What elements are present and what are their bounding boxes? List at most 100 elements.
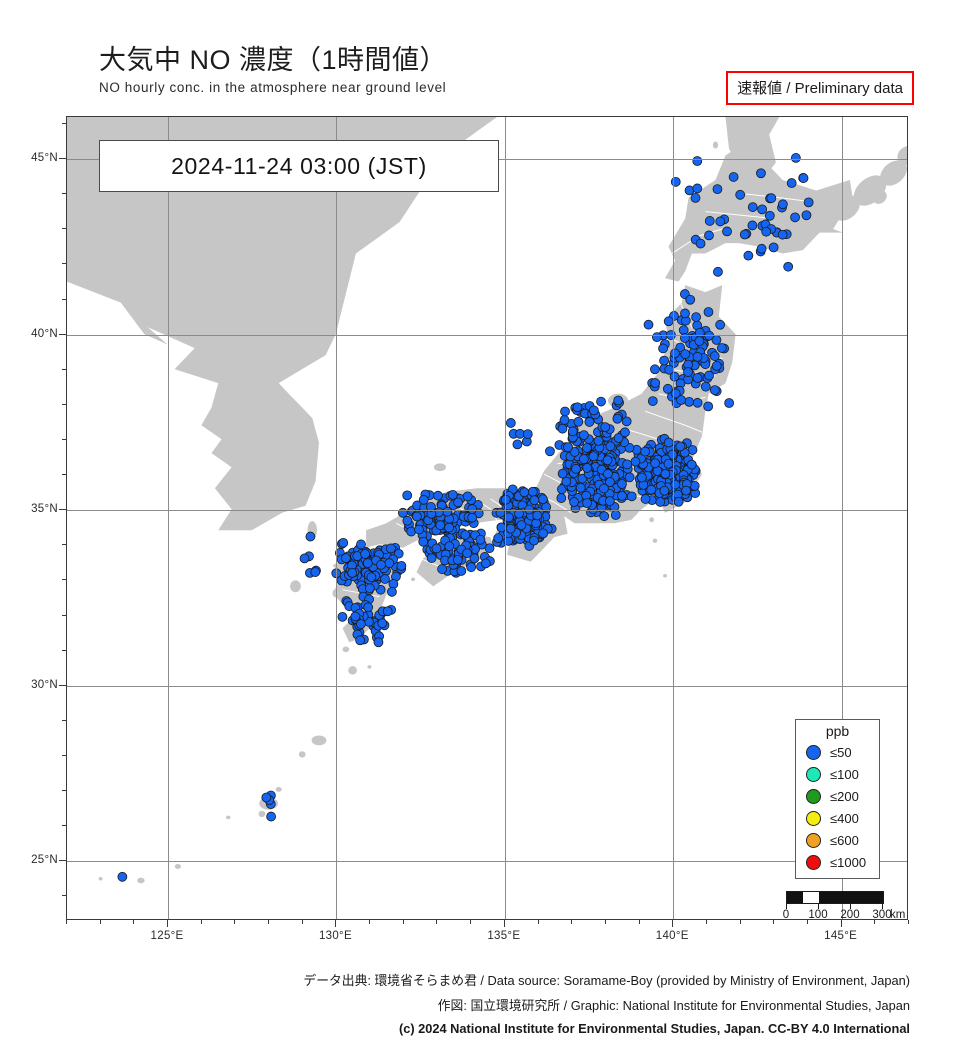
station-marker[interactable] (338, 537, 349, 548)
station-marker[interactable] (622, 459, 633, 470)
legend-row[interactable]: ≤1000 (796, 851, 879, 873)
station-marker[interactable] (588, 451, 599, 462)
station-marker[interactable] (803, 197, 814, 208)
station-marker[interactable] (363, 602, 374, 613)
station-marker[interactable] (673, 496, 684, 507)
station-marker[interactable] (556, 493, 567, 503)
station-marker[interactable] (355, 635, 365, 646)
station-marker[interactable] (452, 555, 463, 565)
station-marker[interactable] (519, 487, 530, 498)
station-marker[interactable] (786, 178, 797, 188)
station-marker[interactable] (584, 417, 595, 427)
station-marker[interactable] (261, 792, 272, 803)
station-marker[interactable] (561, 476, 572, 487)
station-marker[interactable] (433, 490, 443, 501)
station-marker[interactable] (612, 413, 623, 424)
station-marker[interactable] (411, 511, 422, 522)
legend-row[interactable]: ≤50 (796, 741, 879, 763)
station-marker[interactable] (527, 486, 538, 497)
station-marker[interactable] (777, 229, 788, 240)
station-marker[interactable] (692, 351, 703, 362)
station-marker[interactable] (396, 560, 407, 571)
station-marker[interactable] (380, 574, 390, 584)
station-marker[interactable] (711, 360, 722, 371)
station-marker[interactable] (567, 426, 578, 437)
station-marker[interactable] (442, 506, 453, 517)
station-marker[interactable] (643, 319, 654, 330)
station-marker[interactable] (605, 441, 616, 452)
station-marker[interactable] (636, 472, 647, 483)
station-marker[interactable] (747, 220, 758, 231)
station-marker[interactable] (387, 586, 397, 597)
station-marker[interactable] (362, 558, 373, 569)
station-marker[interactable] (757, 204, 768, 215)
station-marker[interactable] (447, 489, 458, 500)
station-marker[interactable] (681, 485, 692, 496)
station-marker[interactable] (505, 418, 516, 428)
station-marker[interactable] (444, 522, 454, 533)
station-marker[interactable] (537, 494, 548, 505)
station-marker[interactable] (467, 512, 478, 523)
station-marker[interactable] (431, 543, 442, 554)
station-marker[interactable] (538, 528, 549, 539)
station-marker[interactable] (790, 212, 800, 223)
station-marker[interactable] (700, 381, 711, 392)
station-marker[interactable] (545, 446, 555, 457)
station-marker[interactable] (676, 395, 687, 405)
station-marker[interactable] (356, 539, 366, 550)
station-marker[interactable] (466, 562, 477, 573)
station-marker[interactable] (460, 530, 471, 540)
station-marker[interactable] (503, 512, 514, 523)
station-marker[interactable] (377, 618, 388, 629)
station-marker[interactable] (347, 567, 358, 578)
station-marker[interactable] (373, 637, 384, 648)
station-marker[interactable] (647, 396, 658, 406)
map-plot-area[interactable] (66, 116, 908, 920)
station-marker[interactable] (756, 243, 767, 254)
station-marker[interactable] (692, 373, 703, 383)
station-marker[interactable] (801, 210, 812, 221)
station-marker[interactable] (437, 564, 447, 574)
station-marker[interactable] (605, 477, 615, 487)
station-marker[interactable] (662, 383, 673, 394)
station-marker[interactable] (704, 230, 714, 241)
legend-row[interactable]: ≤200 (796, 785, 879, 807)
station-marker[interactable] (663, 458, 674, 469)
station-marker[interactable] (692, 183, 703, 194)
station-marker[interactable] (692, 156, 703, 166)
station-marker[interactable] (604, 496, 615, 507)
station-marker[interactable] (117, 871, 128, 882)
station-marker[interactable] (640, 446, 651, 457)
station-marker[interactable] (704, 216, 715, 226)
station-marker[interactable] (426, 553, 437, 563)
station-marker[interactable] (692, 397, 703, 408)
station-marker[interactable] (768, 242, 779, 253)
station-marker[interactable] (505, 523, 516, 534)
station-marker[interactable] (524, 504, 535, 515)
station-marker[interactable] (573, 416, 584, 427)
station-marker[interactable] (680, 308, 690, 319)
station-marker[interactable] (462, 491, 473, 502)
station-marker[interactable] (456, 566, 467, 576)
legend-row[interactable]: ≤400 (796, 807, 879, 829)
station-marker[interactable] (703, 307, 714, 317)
station-marker[interactable] (356, 619, 366, 630)
station-marker[interactable] (683, 367, 693, 377)
station-marker[interactable] (659, 355, 669, 366)
station-marker[interactable] (559, 415, 570, 425)
station-marker[interactable] (599, 483, 609, 494)
station-marker[interactable] (617, 490, 627, 501)
station-marker[interactable] (712, 184, 723, 195)
station-marker[interactable] (382, 606, 393, 617)
station-marker[interactable] (613, 395, 624, 406)
station-marker[interactable] (709, 385, 720, 396)
station-marker[interactable] (572, 402, 583, 413)
station-marker[interactable] (766, 193, 777, 204)
station-marker[interactable] (588, 405, 599, 416)
station-marker[interactable] (695, 238, 706, 249)
station-marker[interactable] (599, 511, 610, 522)
station-marker[interactable] (646, 484, 657, 495)
station-marker[interactable] (388, 579, 399, 589)
station-marker[interactable] (603, 469, 613, 479)
station-marker[interactable] (691, 312, 701, 322)
